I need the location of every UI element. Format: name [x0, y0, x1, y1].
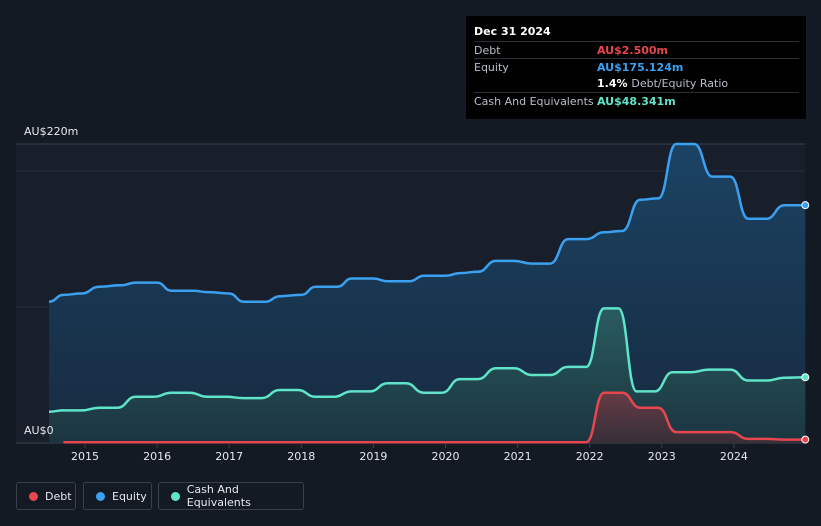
y-axis-bottom-label: AU$0 — [24, 424, 54, 437]
tooltip-debt-value: AU$2.500m — [597, 44, 669, 57]
cash-and-equivalents-line — [48, 307, 806, 413]
tooltip-debt-label: Debt — [474, 44, 501, 57]
debt-end-marker[interactable] — [801, 435, 810, 444]
equity-end-marker[interactable] — [801, 201, 810, 210]
legend-item-cash[interactable]: Cash And Equivalents — [158, 482, 304, 510]
tooltip-cash-value: AU$48.341m — [597, 95, 676, 108]
x-tick-label: 2023 — [648, 450, 676, 463]
y-axis-top-label: AU$220m — [24, 125, 79, 138]
tooltip-row-cash: Cash And Equivalents AU$48.341m — [474, 92, 799, 110]
x-axis-ticks: 2015 2016 2017 2018 2019 2020 2021 2022 2023 2024 — [71, 443, 748, 463]
tooltip-row-ratio: 1.4% Debt/Equity Ratio — [474, 75, 799, 92]
cash-dot-icon — [171, 491, 180, 501]
x-tick-label: 2022 — [576, 450, 604, 463]
debt-dot-icon — [29, 491, 38, 501]
x-tick-label: 2024 — [720, 450, 748, 463]
tooltip-row-equity: Equity AU$175.124m — [474, 58, 799, 76]
legend-equity-label: Equity — [112, 489, 147, 503]
series-layer — [48, 142, 810, 444]
debt-line — [63, 391, 806, 444]
x-tick-label: 2021 — [504, 450, 532, 463]
x-tick-label: 2016 — [143, 450, 171, 463]
tooltip-date: Dec 31 2024 — [474, 25, 551, 38]
equity-line — [48, 142, 806, 303]
x-tick-label: 2015 — [71, 450, 99, 463]
cash-and-equivalents-end-marker[interactable] — [801, 373, 810, 382]
tooltip-ratio-value: 1.4% — [597, 77, 628, 90]
debt-area — [63, 392, 806, 443]
x-tick-label: 2018 — [287, 450, 315, 463]
x-tick-label: 2020 — [432, 450, 460, 463]
tooltip-cash-label: Cash And Equivalents — [474, 95, 594, 108]
tooltip-equity-label: Equity — [474, 61, 509, 74]
legend-item-equity[interactable]: Equity — [83, 482, 152, 510]
tooltip-panel: Dec 31 2024 Debt AU$2.500m Equity AU$175… — [466, 16, 806, 119]
tooltip-row-debt: Debt AU$2.500m — [474, 41, 799, 59]
legend-debt-label: Debt — [45, 489, 72, 503]
tooltip-equity-value: AU$175.124m — [597, 61, 684, 74]
x-tick-label: 2017 — [215, 450, 243, 463]
tooltip-ratio-label: Debt/Equity Ratio — [631, 77, 729, 90]
legend-cash-label: Cash And Equivalents — [186, 483, 251, 509]
legend-item-debt[interactable]: Debt — [16, 482, 76, 510]
equity-dot-icon — [96, 491, 105, 501]
x-tick-label: 2019 — [359, 450, 387, 463]
